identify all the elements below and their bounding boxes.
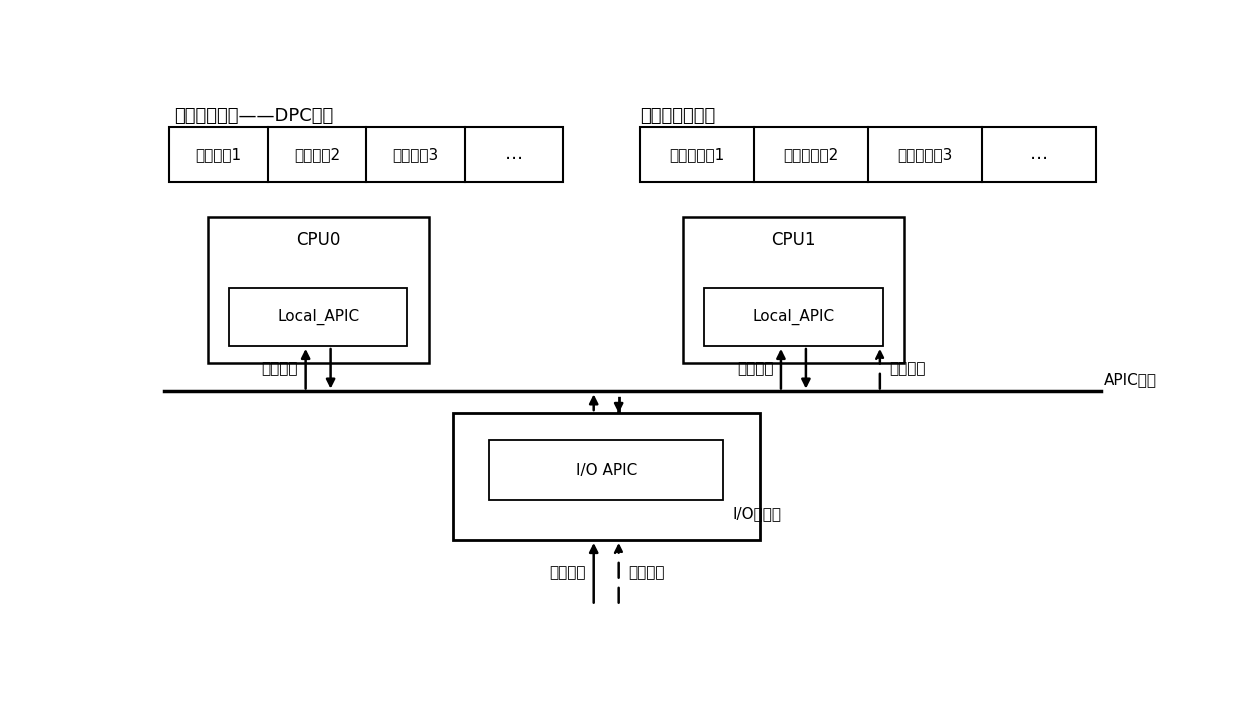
Text: CPU0: CPU0 xyxy=(296,231,341,249)
Text: 非实时任务2: 非实时任务2 xyxy=(783,147,839,162)
Text: Local_APIC: Local_APIC xyxy=(278,309,359,325)
Text: 非实时任务3: 非实时任务3 xyxy=(897,147,953,162)
Text: 外部中断: 外部中断 xyxy=(550,566,586,581)
Text: 非实时任务队列: 非实时任务队列 xyxy=(639,107,715,124)
Bar xyxy=(683,217,904,363)
Bar xyxy=(229,288,408,346)
Text: …: … xyxy=(1030,145,1048,163)
Bar xyxy=(208,217,429,363)
Text: 实时任务1: 实时任务1 xyxy=(196,147,242,162)
Text: 本地中断: 本地中断 xyxy=(261,361,297,376)
Text: 外部中断: 外部中断 xyxy=(628,566,665,581)
Text: CPU1: CPU1 xyxy=(771,231,815,249)
Text: 实时任务队列——DPC队列: 实时任务队列——DPC队列 xyxy=(173,107,333,124)
Text: 实时任务2: 实时任务2 xyxy=(294,147,339,162)
Bar xyxy=(452,413,760,540)
Bar xyxy=(704,288,882,346)
Bar xyxy=(170,127,563,182)
Bar xyxy=(639,127,1097,182)
Text: Local_APIC: Local_APIC xyxy=(752,309,835,325)
Text: 外部中断: 外部中断 xyxy=(890,361,926,376)
Text: …: … xyxy=(504,145,523,163)
Text: 本地中断: 本地中断 xyxy=(737,361,773,376)
Text: I/O芯片组: I/O芯片组 xyxy=(733,506,782,521)
Text: APIC总线: APIC总线 xyxy=(1104,373,1156,388)
Text: 非实时任务1: 非实时任务1 xyxy=(669,147,725,162)
Text: 实时任务3: 实时任务3 xyxy=(393,147,439,162)
Bar xyxy=(489,440,724,500)
Text: I/O APIC: I/O APIC xyxy=(576,463,637,478)
